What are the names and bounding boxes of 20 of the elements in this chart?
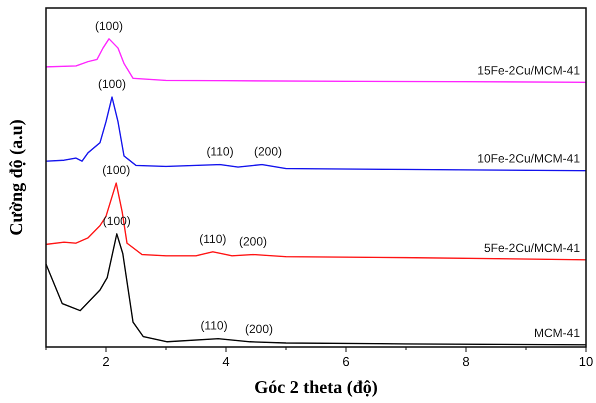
annotation: (100) <box>102 163 130 178</box>
x-tick-label: 10 <box>578 354 594 369</box>
annotation: (110) <box>200 318 228 333</box>
annotation: (100) <box>98 77 126 92</box>
annotation: (200) <box>238 234 268 249</box>
annotation: (110) <box>199 232 226 246</box>
x-tick-label: 2 <box>102 354 110 369</box>
x-tick-label: 6 <box>342 354 350 369</box>
x-tick-label: 8 <box>462 354 470 369</box>
annotation: (200) <box>254 144 282 159</box>
annotation: (200) <box>244 322 274 336</box>
annotation: (110) <box>206 144 234 159</box>
annotation: (100) <box>94 18 124 33</box>
series-label: MCM-41 <box>534 326 580 340</box>
x-axis-title: Góc 2 theta (độ) <box>254 377 378 397</box>
series-label: 5Fe-2Cu/MCM-41 <box>484 240 580 255</box>
y-axis-title: Cường độ (a.u) <box>6 119 26 236</box>
x-tick-label: 4 <box>222 354 230 369</box>
series-label: 15Fe-2Cu/MCM-41 <box>477 63 580 78</box>
series-label: 10Fe-2Cu/MCM-41 <box>477 152 580 166</box>
